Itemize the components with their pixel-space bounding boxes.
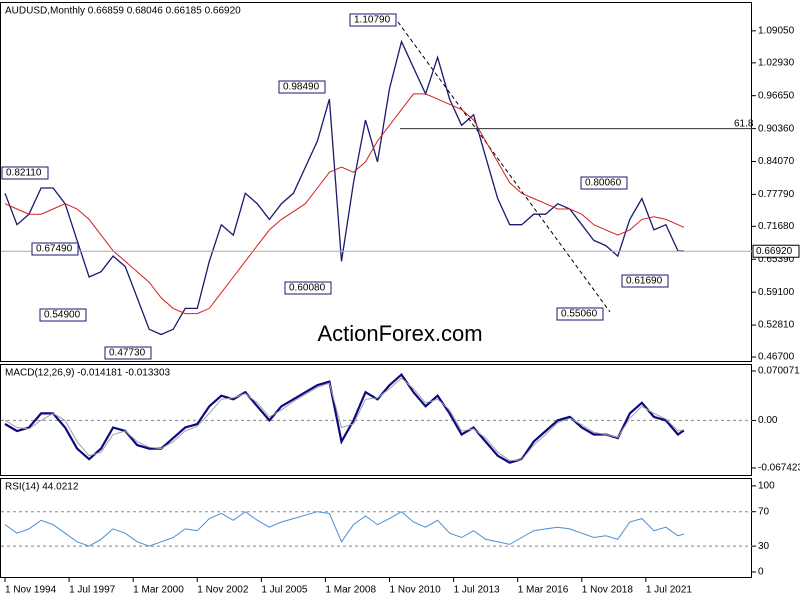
series-line xyxy=(4,93,685,315)
chart-title: AUDUSD,Monthly 0.66859 0.68046 0.66185 0… xyxy=(5,6,241,17)
current-price-box xyxy=(752,244,800,258)
y-tick-label: -0.067423 xyxy=(758,463,800,474)
x-tick-label: 1 Nov 2010 xyxy=(390,585,442,596)
annotation: 1.10790 xyxy=(354,15,391,26)
y-tick-label: 0.77790 xyxy=(758,189,795,200)
annotation-box xyxy=(556,307,604,321)
annotation-box xyxy=(621,274,669,288)
y-tick-label: 1.02930 xyxy=(758,57,795,68)
y-tick-label: 0.00 xyxy=(758,415,778,426)
annotation-box xyxy=(1,166,49,180)
y-tick-label: 0.84070 xyxy=(758,156,795,167)
annotation: 0.47730 xyxy=(109,348,146,359)
annotation: 0.82110 xyxy=(6,168,42,179)
y-tick-label: 0.52810 xyxy=(758,320,795,331)
annotation: 0.54900 xyxy=(44,310,81,321)
annotation: 0.55060 xyxy=(561,309,598,320)
x-tick-label: 1 Jul 2005 xyxy=(261,585,308,596)
annotation: 0.61690 xyxy=(626,276,663,287)
annotation: 0.80060 xyxy=(585,178,622,189)
x-tick-label: 1 Nov 1994 xyxy=(5,585,57,596)
x-tick-label: 1 Jul 1997 xyxy=(69,585,116,596)
annotation-box xyxy=(278,80,326,94)
y-tick-label: 0.65390 xyxy=(758,254,795,265)
y-tick-label: 0.070071 xyxy=(758,366,800,377)
rsi-title: RSI(14) 44.0212 xyxy=(5,482,79,493)
current-price-label: 0.66920 xyxy=(756,246,793,257)
annotation: 0.60080 xyxy=(289,283,326,294)
y-tick-label: 1.09050 xyxy=(758,25,795,36)
x-tick-label: 1 Jul 2013 xyxy=(454,585,501,596)
y-tick-label: 100 xyxy=(758,481,775,492)
series-line xyxy=(4,377,684,462)
y-tick-label: 0 xyxy=(758,567,764,578)
rsi-panel xyxy=(0,478,752,578)
series-line xyxy=(4,372,685,464)
y-tick-label: 0.96650 xyxy=(758,90,795,101)
y-tick-label: 0.90360 xyxy=(758,123,795,134)
series-line xyxy=(4,511,685,547)
annotation-box xyxy=(104,346,152,360)
x-tick-label: 1 Jul 2021 xyxy=(646,585,693,596)
x-tick-label: 1 Nov 2018 xyxy=(582,585,634,596)
price-panel xyxy=(0,2,752,362)
y-tick-label: 70 xyxy=(758,506,770,517)
y-tick-label: 0.59100 xyxy=(758,287,795,298)
watermark: ActionForex.com xyxy=(317,321,482,346)
annotation: 0.67490 xyxy=(36,244,73,255)
macd-title: MACD(12,26,9) -0.014181 -0.013303 xyxy=(5,368,171,379)
annotation-box xyxy=(580,176,628,190)
annotation-box xyxy=(31,242,79,256)
x-tick-label: 1 Mar 2008 xyxy=(325,585,376,596)
annotation-box xyxy=(349,13,397,27)
x-tick-label: 1 Mar 2000 xyxy=(133,585,184,596)
annotation-box xyxy=(39,308,87,322)
x-tick-label: 1 Mar 2016 xyxy=(518,585,569,596)
series-line xyxy=(4,39,684,336)
y-tick-label: 0.46700 xyxy=(758,352,795,363)
fib-label: 61.8 xyxy=(734,118,754,129)
annotation: 0.98490 xyxy=(283,82,320,93)
x-tick-label: 1 Nov 2002 xyxy=(197,585,249,596)
annotation-box xyxy=(284,281,332,295)
y-tick-label: 30 xyxy=(758,541,770,552)
y-tick-label: 0.71680 xyxy=(758,221,795,232)
